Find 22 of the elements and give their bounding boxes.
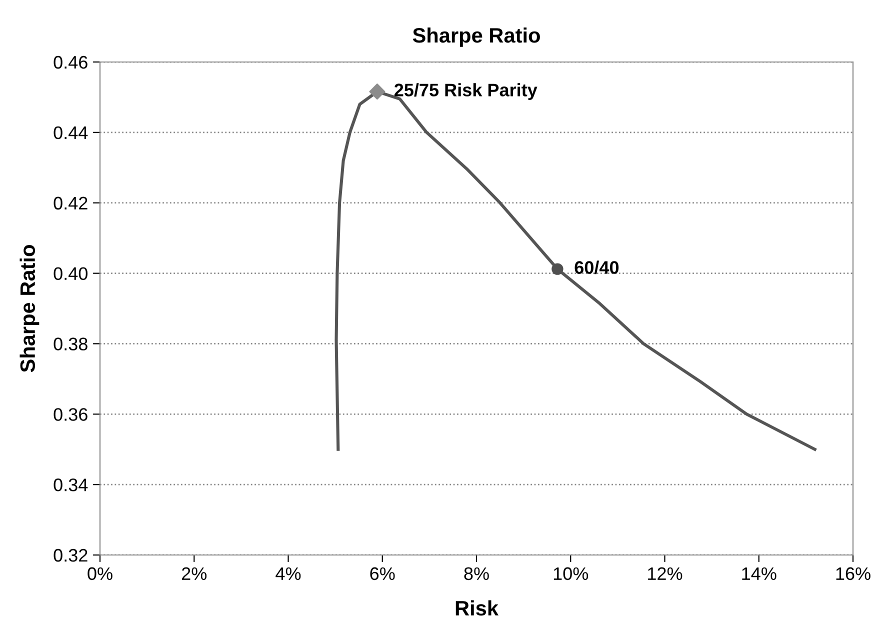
- x-tick-label: 10%: [554, 567, 588, 580]
- x-tick-label: 4%: [276, 567, 301, 580]
- x-tick-label: 0%: [88, 567, 112, 580]
- x-tick-label: 8%: [464, 567, 489, 580]
- y-tick-label: 0.40: [54, 267, 88, 280]
- x-tick-label: 12%: [648, 567, 682, 580]
- y-tick-label: 0.38: [54, 338, 88, 350]
- x-tick-label: 2%: [182, 567, 207, 580]
- annotation: 60/40: [574, 260, 619, 274]
- y-tick-label: 0.32: [54, 548, 88, 562]
- x-tick-label: 6%: [370, 567, 395, 580]
- y-tick-label: 0.36: [54, 408, 88, 421]
- x-tick-label: 14%: [742, 567, 776, 580]
- x-tick-label: 16%: [836, 567, 870, 580]
- y-axis-title: Sharpe Ratio: [20, 245, 40, 372]
- y-tick-label: 0.46: [54, 56, 88, 69]
- y-tick-label: 0.42: [54, 196, 88, 210]
- chart-title: Sharpe Ratio: [412, 27, 540, 47]
- x-axis-title: Risk: [456, 600, 499, 616]
- annotation: 25/75 Risk Parity: [394, 83, 538, 100]
- y-tick-label: 0.34: [54, 478, 88, 492]
- y-tick-label: 0.44: [54, 126, 88, 140]
